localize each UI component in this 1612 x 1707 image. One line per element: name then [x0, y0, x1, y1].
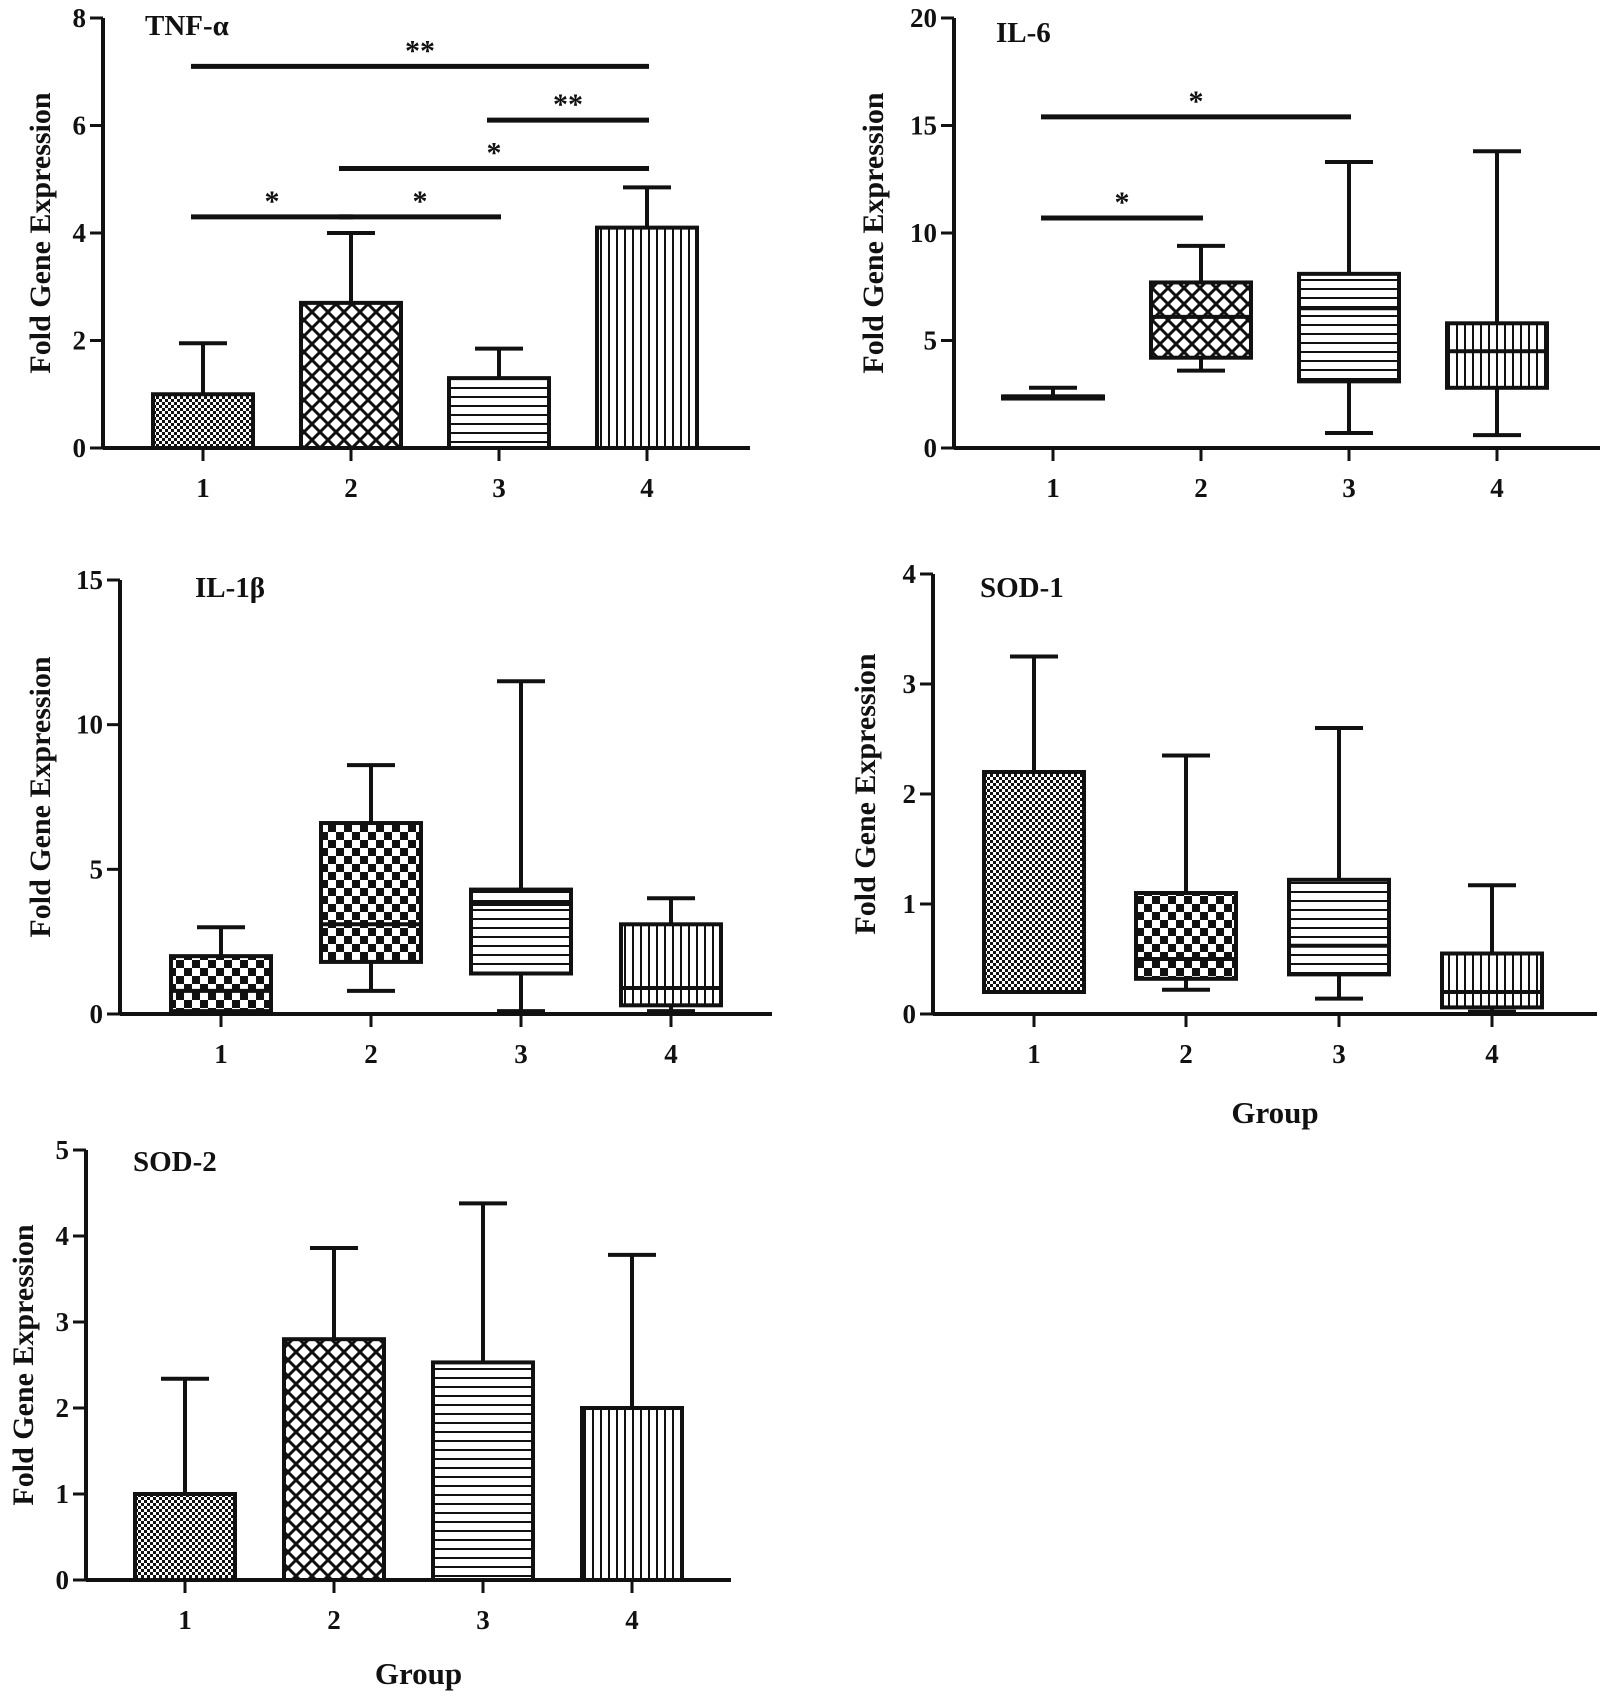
- chart-panel-5: 0 1 2 3 4 5 1 2 3 4 SOD-2 Fold Gene Expression Group: [7, 1135, 731, 1691]
- bar-group-2: [299, 300, 403, 450]
- x-tick-label: 3: [476, 1605, 490, 1635]
- y-tick-label: 0: [903, 999, 917, 1029]
- significance-label: **: [553, 88, 583, 121]
- y-tick-label: 10: [910, 218, 937, 248]
- y-tick-label: 1: [56, 1479, 70, 1509]
- y-tick-label: 2: [56, 1393, 70, 1423]
- box-group-4: [619, 922, 723, 1008]
- bar-group-3: [431, 1360, 535, 1583]
- y-axis-label: Fold Gene Expression: [24, 656, 57, 937]
- y-tick-label: 0: [90, 999, 104, 1029]
- y-tick-label: 0: [56, 1565, 70, 1595]
- x-axis-label: Group: [375, 1656, 462, 1691]
- y-tick-label: 15: [76, 565, 103, 595]
- y-tick-label: 2: [903, 779, 917, 809]
- significance-label: **: [405, 34, 435, 67]
- significance-label: *: [1189, 85, 1204, 118]
- significance-label: *: [1115, 186, 1130, 219]
- bar-group-3: [447, 376, 551, 450]
- y-tick-label: 2: [73, 326, 87, 356]
- chart-title: TNF-α: [145, 10, 229, 42]
- bar-group-1: [151, 392, 255, 450]
- box-group-3: [1297, 271, 1401, 384]
- x-tick-label: 2: [327, 1605, 341, 1635]
- x-axis-label: Group: [1231, 1095, 1318, 1130]
- y-tick-label: 4: [73, 218, 87, 248]
- x-tick-label: 1: [214, 1039, 228, 1069]
- y-tick-label: 5: [90, 854, 104, 884]
- chart-panel-3: 0 5 10 15 1 2 3 4 IL-1β Fold Gene Expression: [24, 565, 772, 1069]
- x-tick-label: 1: [196, 473, 210, 503]
- bar-group-2: [282, 1337, 386, 1582]
- box-group-2: [1149, 280, 1253, 360]
- box-group-4: [1445, 321, 1549, 390]
- y-tick-label: 5: [56, 1135, 70, 1165]
- chart-panel-2: 0 5 10 15 20 1 2 3 4 IL-6 Fold Gene Expression * *: [857, 3, 1600, 503]
- chart-panel-4: 0 1 2 3 4 1 2 3 4 SOD-1 Fold Gene Expression Group: [849, 559, 1597, 1130]
- y-tick-label: 15: [910, 111, 937, 141]
- box-group-4: [1440, 951, 1544, 1010]
- box-group-3: [1287, 877, 1391, 977]
- y-tick-label: 4: [56, 1221, 70, 1251]
- y-tick-label: 8: [73, 3, 87, 33]
- chart-title: IL-1β: [195, 572, 265, 604]
- chart-title: SOD-2: [133, 1146, 217, 1178]
- x-tick-label: 1: [1046, 473, 1060, 503]
- box-group-2: [1134, 891, 1238, 981]
- box-group-1: [982, 770, 1086, 994]
- bar-group-1: [133, 1492, 237, 1582]
- y-tick-label: 0: [924, 433, 938, 463]
- box-group-1: [169, 954, 273, 1014]
- y-tick-label: 6: [73, 111, 87, 141]
- y-tick-label: 3: [903, 669, 917, 699]
- chart-title: SOD-1: [980, 572, 1064, 604]
- x-tick-label: 4: [625, 1605, 639, 1635]
- x-tick-label: 1: [1027, 1039, 1041, 1069]
- x-tick-label: 4: [1490, 473, 1504, 503]
- x-tick-label: 4: [640, 473, 654, 503]
- y-axis-label: Fold Gene Expression: [857, 92, 890, 373]
- y-tick-label: 20: [910, 3, 937, 33]
- x-tick-label: 2: [344, 473, 358, 503]
- x-tick-label: 4: [664, 1039, 678, 1069]
- x-tick-label: 2: [364, 1039, 378, 1069]
- box-group-2: [319, 821, 423, 964]
- significance-label: *: [413, 185, 428, 218]
- y-tick-label: 4: [903, 559, 917, 589]
- x-tick-label: 2: [1179, 1039, 1193, 1069]
- x-tick-label: 3: [1332, 1039, 1346, 1069]
- y-tick-label: 3: [56, 1307, 70, 1337]
- chart-title: IL-6: [996, 17, 1051, 49]
- y-axis-label: Fold Gene Expression: [849, 653, 882, 934]
- significance-label: *: [487, 137, 502, 170]
- y-tick-label: 5: [924, 326, 938, 356]
- y-tick-label: 0: [73, 433, 87, 463]
- y-axis-label: Fold Gene Expression: [7, 1224, 40, 1505]
- x-tick-label: 2: [1194, 473, 1208, 503]
- bar-group-4: [595, 225, 699, 450]
- bar-group-4: [580, 1406, 684, 1582]
- significance-label: *: [265, 185, 280, 218]
- y-axis-label: Fold Gene Expression: [24, 92, 57, 373]
- x-tick-label: 3: [1342, 473, 1356, 503]
- y-tick-label: 10: [76, 710, 103, 740]
- x-tick-label: 1: [178, 1605, 192, 1635]
- y-tick-label: 1: [903, 889, 917, 919]
- x-tick-label: 4: [1485, 1039, 1499, 1069]
- x-tick-label: 3: [492, 473, 506, 503]
- x-tick-label: 3: [514, 1039, 528, 1069]
